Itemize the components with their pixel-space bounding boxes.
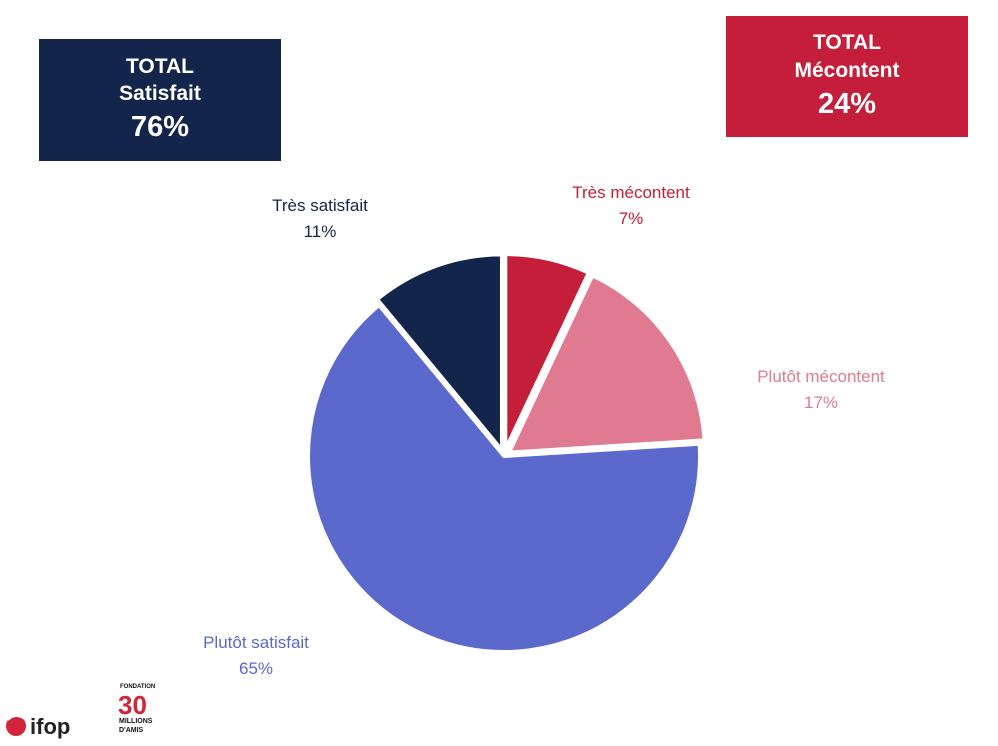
total-satisfied-line1: TOTAL [125,54,195,78]
slice-label-tres-satisfait: Très satisfait [272,196,368,215]
total-satisfied-value: 76% [130,111,190,144]
slice-value-plutot-mecontent: 17% [804,393,838,412]
fondation-line2: D'AMIS [119,727,144,734]
fondation-number: 30 [118,690,147,720]
pie-slice-tres-mecontent [503,252,591,453]
footer-logos: ifop FONDATION 30 MILLIONS D'AMIS [6,684,155,739]
fondation-line1: MILLIONS [119,718,153,725]
slice-label-tres-mecontent: Très mécontent [572,183,690,202]
pie-slice-plutot-satisfait [306,302,702,654]
total-unhappy-line2: Mécontent [794,58,900,82]
ifop-logo: ifop [6,714,70,739]
total-satisfied-line2: Satisfait [119,82,201,106]
fondation-30-millions-logo: FONDATION 30 MILLIONS D'AMIS [118,684,155,734]
slice-label-plutot-satisfait: Plutôt satisfait [203,633,309,652]
total-unhappy-box: TOTAL Mécontent 24% [726,16,968,137]
pie-slice-tres-satisfait [375,252,504,453]
slice-value-tres-satisfait: 11% [304,222,337,241]
slice-value-plutot-satisfait: 65% [239,659,273,678]
slice-label-plutot-mecontent: Plutôt mécontent [757,367,885,386]
total-unhappy-value: 24% [817,87,877,120]
slice-value-tres-mecontent: 7% [619,209,644,228]
ifop-logo-text: ifop [30,714,70,739]
total-satisfied-box: TOTAL Satisfait 76% [39,39,281,161]
total-unhappy-line1: TOTAL [812,31,882,55]
pie-slice-plutot-mecontent [506,273,707,455]
fondation-label: FONDATION [120,684,155,690]
